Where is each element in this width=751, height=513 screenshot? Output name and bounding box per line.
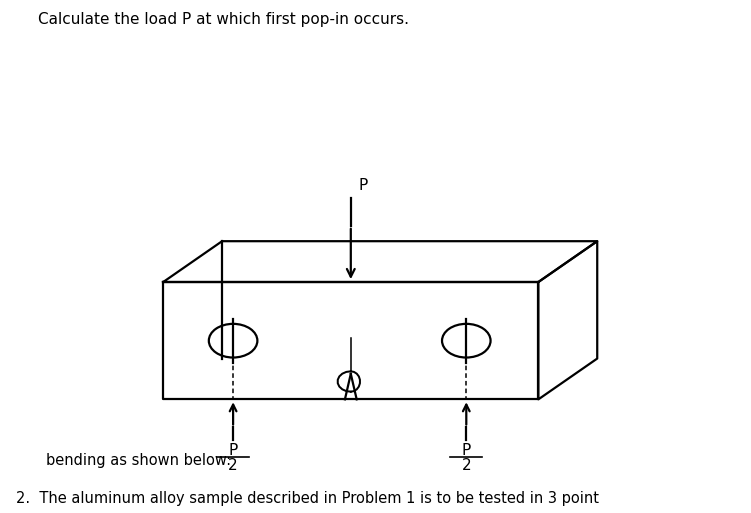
Text: 2: 2	[228, 458, 238, 473]
Text: P: P	[462, 443, 471, 458]
Text: 2: 2	[461, 458, 471, 473]
Text: 2.  The aluminum alloy sample described in Problem 1 is to be tested in 3 point: 2. The aluminum alloy sample described i…	[16, 491, 599, 506]
Text: P: P	[358, 177, 367, 193]
Text: Calculate the load P at which first pop-in occurs.: Calculate the load P at which first pop-…	[38, 12, 409, 27]
Text: P: P	[228, 443, 238, 458]
Text: bending as shown below:: bending as shown below:	[46, 453, 231, 468]
